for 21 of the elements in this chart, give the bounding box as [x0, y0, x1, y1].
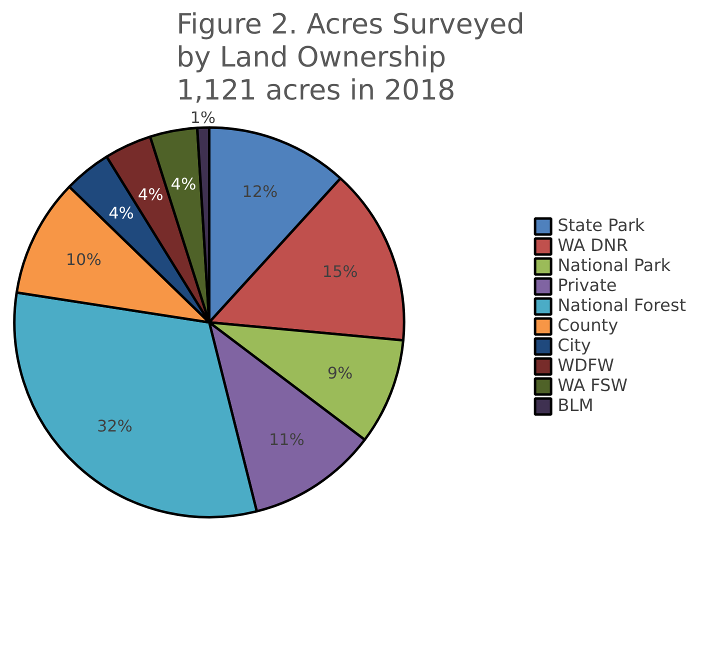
- data-label: 11%: [268, 430, 305, 450]
- data-label: 9%: [327, 364, 353, 383]
- data-label: 4%: [138, 185, 164, 204]
- data-label: 1%: [190, 108, 216, 127]
- legend-label: City: [558, 336, 591, 356]
- data-label: 4%: [170, 174, 196, 194]
- chart-title: Figure 2. Acres Surveyed by Land Ownership 1,121 acres in 2018: [176, 8, 525, 106]
- data-label: 10%: [66, 250, 102, 270]
- legend-label: Private: [558, 276, 617, 296]
- legend-label: WA FSW: [558, 376, 628, 396]
- legend-label: National Park: [558, 256, 671, 276]
- data-label: 32%: [96, 416, 133, 436]
- data-label: 12%: [242, 182, 278, 201]
- legend-label: County: [558, 316, 618, 336]
- legend-label: WDFW: [558, 356, 614, 376]
- legend-label: National Forest: [558, 296, 686, 316]
- legend-label: WA DNR: [558, 236, 628, 256]
- data-label: 15%: [322, 262, 358, 282]
- legend-label: State Park: [558, 216, 645, 236]
- data-label: 4%: [108, 203, 134, 222]
- legend-label: BLM: [558, 396, 594, 416]
